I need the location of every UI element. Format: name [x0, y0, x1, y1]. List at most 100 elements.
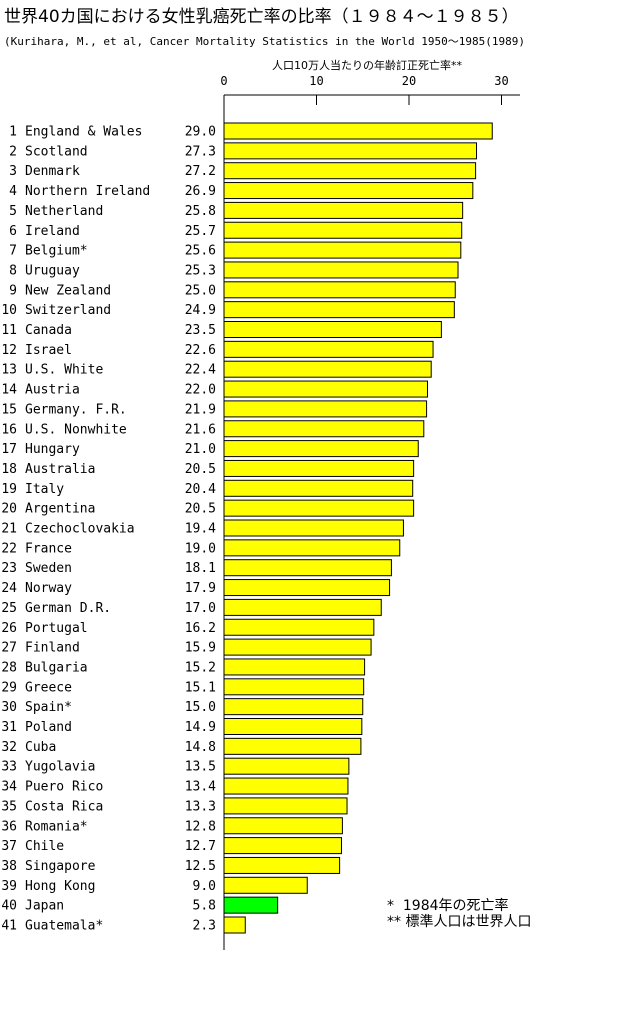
bar [223, 400, 428, 418]
rank-label: 37 [1, 839, 17, 854]
bar [223, 301, 455, 319]
country-label: Denmark [25, 164, 80, 179]
rank-label: 30 [1, 700, 17, 715]
value-label: 17.9 [185, 581, 216, 596]
bar [223, 896, 279, 914]
country-label: Austria [25, 383, 80, 398]
country-label: Belgium* [25, 244, 88, 259]
value-label: 15.0 [185, 700, 216, 715]
bar [223, 777, 349, 795]
rank-label: 11 [1, 323, 17, 338]
country-label: Uruguay [25, 263, 80, 278]
bar [223, 598, 382, 616]
chart-source: (Kurihara, M., et al, Cancer Mortality S… [4, 35, 525, 48]
country-label: Israel [25, 343, 72, 358]
rank-label: 10 [1, 303, 17, 318]
country-label: Poland [25, 720, 72, 735]
value-label: 26.9 [185, 184, 216, 199]
bar [223, 757, 350, 775]
value-label: 25.8 [185, 204, 216, 219]
country-label: Singapore [25, 859, 96, 874]
rank-label: 34 [1, 780, 17, 795]
value-label: 21.9 [185, 402, 216, 417]
country-label: Argentina [25, 502, 95, 517]
country-label: Yugolavia [25, 760, 95, 775]
rank-label: 7 [9, 244, 17, 259]
country-label: England & Wales [25, 125, 142, 140]
value-label: 20.5 [185, 462, 216, 477]
x-tick-label: 10 [309, 74, 323, 88]
value-label: 12.5 [185, 859, 216, 874]
rank-label: 16 [1, 422, 17, 437]
value-label: 13.5 [185, 760, 216, 775]
rank-label: 18 [1, 462, 17, 477]
rank-label: 15 [1, 402, 17, 417]
value-label: 15.1 [185, 680, 216, 695]
bar [223, 321, 442, 338]
rank-label: 31 [1, 720, 17, 735]
country-label: U.S. White [25, 363, 103, 378]
value-label: 27.3 [185, 144, 216, 159]
x-axis-title: 人口10万人当たりの年齢訂正死亡率** [272, 59, 462, 72]
value-label: 14.8 [185, 740, 216, 755]
value-label: 17.0 [185, 601, 216, 616]
value-label: 19.4 [185, 522, 216, 537]
bar [223, 817, 343, 835]
rank-label: 2 [9, 144, 17, 159]
value-label: 2.3 [193, 919, 216, 934]
rank-label: 38 [1, 859, 17, 874]
country-label: German D.R. [25, 601, 111, 616]
country-label: Cuba [25, 740, 56, 755]
rank-label: 32 [1, 740, 17, 755]
bar [223, 201, 464, 219]
bar [223, 638, 372, 656]
value-label: 18.1 [185, 561, 216, 576]
value-label: 19.0 [185, 541, 216, 556]
bar [223, 360, 432, 378]
rank-label: 40 [1, 899, 17, 914]
country-label: Puero Rico [25, 780, 103, 795]
country-label: Greece [25, 680, 72, 695]
value-label: 21.6 [185, 422, 216, 437]
rank-label: 25 [1, 601, 17, 616]
bar [223, 837, 342, 855]
country-label: Northern Ireland [25, 184, 150, 199]
country-label: France [25, 541, 72, 556]
country-label: Hong Kong [25, 879, 95, 894]
bar [223, 281, 456, 299]
country-label: Australia [25, 462, 95, 477]
bar [223, 221, 463, 239]
rank-label: 20 [1, 502, 17, 517]
rank-label: 39 [1, 879, 17, 894]
bar [223, 718, 363, 735]
rank-label: 3 [9, 164, 17, 179]
bar [223, 479, 414, 497]
rank-label: 41 [1, 919, 17, 934]
value-label: 29.0 [185, 125, 216, 140]
country-label: Switzerland [25, 303, 111, 318]
bar [223, 261, 459, 279]
bar [223, 182, 474, 200]
bar [223, 142, 478, 160]
country-label: Ireland [25, 224, 80, 239]
value-label: 23.5 [185, 323, 216, 338]
rank-label: 12 [1, 343, 17, 358]
x-tick-label: 30 [494, 74, 508, 88]
rank-label: 4 [9, 184, 17, 199]
rank-label: 29 [1, 680, 17, 695]
rank-label: 21 [1, 522, 17, 537]
rank-label: 6 [9, 224, 17, 239]
value-label: 13.4 [185, 780, 216, 795]
country-label: Hungary [25, 442, 80, 457]
bar [223, 380, 428, 398]
country-label: Netherland [25, 204, 103, 219]
x-tick-label: 0 [220, 74, 227, 88]
value-label: 25.6 [185, 244, 216, 259]
rank-label: 9 [9, 283, 17, 298]
rank-label: 36 [1, 819, 17, 834]
country-label: Czechoclovakia [25, 522, 135, 537]
bar [223, 162, 477, 180]
rank-label: 28 [1, 660, 17, 675]
value-label: 15.9 [185, 641, 216, 656]
